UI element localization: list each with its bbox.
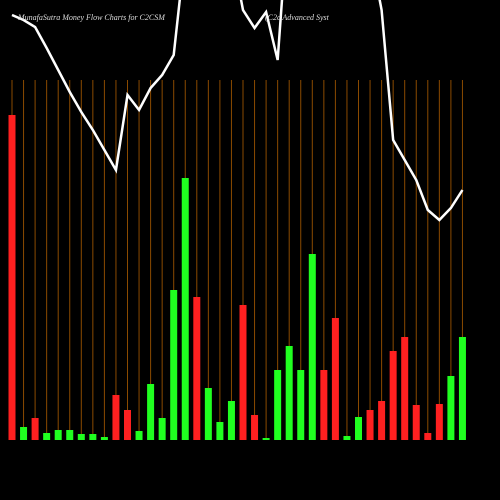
bar (170, 290, 178, 440)
bar (204, 388, 212, 440)
chart-subtitle: (C2c Advanced Syst (265, 13, 330, 22)
bar (193, 297, 201, 440)
bar (54, 430, 62, 440)
bar (435, 404, 443, 440)
bar (158, 418, 166, 440)
bar (447, 376, 455, 440)
bar (239, 305, 247, 440)
lines (11, 0, 464, 222)
bar (216, 422, 224, 440)
bar (320, 370, 328, 440)
bar (355, 417, 362, 440)
bar (389, 351, 397, 440)
bar (424, 433, 432, 440)
bar (251, 415, 259, 440)
bar (285, 346, 293, 440)
bar (147, 384, 155, 440)
bar (66, 430, 74, 440)
bar (43, 433, 51, 440)
bars (8, 115, 466, 440)
chart-title: MunafaSutra Money Flow Charts for C2CSM (17, 13, 166, 22)
bar (331, 318, 339, 440)
money-flow-line (11, 0, 464, 222)
bar (181, 178, 189, 440)
bar (378, 401, 386, 440)
bar (227, 401, 235, 440)
bar (20, 427, 28, 440)
bar (112, 395, 120, 440)
bar (401, 337, 409, 440)
bar (274, 370, 282, 440)
bar (366, 410, 374, 440)
bar (458, 337, 466, 440)
bar (343, 436, 351, 440)
bar (77, 434, 85, 440)
bar (8, 115, 16, 440)
bar (412, 405, 420, 440)
bar (124, 410, 131, 440)
bar (262, 438, 270, 440)
bar (31, 418, 39, 440)
bar (297, 370, 305, 440)
bar (89, 434, 97, 440)
bar (100, 437, 108, 440)
bar (308, 254, 316, 440)
bar (135, 431, 143, 440)
